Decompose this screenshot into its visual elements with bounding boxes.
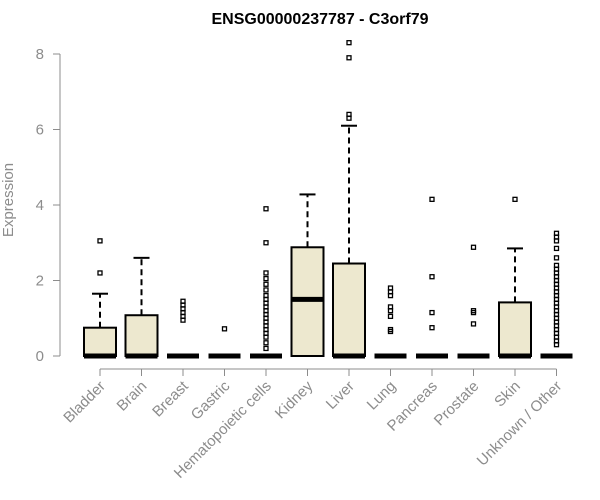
x-category-label: Lung: [364, 378, 400, 414]
outlier-point: [97, 270, 103, 276]
box-body: [83, 326, 117, 357]
outlier-point: [553, 262, 560, 269]
outlier-point: [470, 308, 477, 314]
outlier-point: [221, 326, 228, 332]
box-4: [250, 206, 282, 359]
box-body: [332, 262, 366, 358]
outlier-point: [346, 55, 352, 61]
plot-area: [83, 40, 573, 359]
outlier-point: [263, 270, 269, 276]
outlier-point: [429, 274, 435, 280]
x-category-label: Breast: [149, 377, 192, 420]
chart-title: ENSG00000237787 - C3orf79: [211, 11, 428, 28]
box-0: [83, 238, 117, 359]
outlier-point: [346, 40, 352, 46]
outlier-point: [263, 281, 269, 287]
outlier-point: [387, 285, 394, 291]
outlier-point: [429, 325, 435, 331]
outlier-point: [346, 111, 352, 118]
outlier-point: [263, 340, 269, 346]
outlier-point: [387, 326, 394, 333]
outlier-point: [263, 275, 269, 282]
box-10: [498, 196, 532, 359]
outlier-point: [97, 238, 103, 244]
box-8: [416, 196, 448, 359]
x-category-label: Brain: [114, 378, 151, 415]
x-category-label: Liver: [323, 378, 358, 413]
y-tick-label: 0: [36, 348, 44, 365]
outlier-point: [429, 196, 435, 202]
outlier-point: [429, 309, 435, 316]
outlier-point: [387, 313, 394, 320]
box-body: [124, 314, 159, 358]
outlier-point: [263, 287, 269, 293]
outlier-point: [387, 304, 394, 310]
box-11: [540, 230, 573, 359]
outlier-point: [512, 196, 518, 202]
outlier-point: [180, 298, 186, 304]
box-7: [374, 285, 407, 359]
outlier-point: [263, 345, 269, 352]
y-tick-label: 6: [36, 122, 44, 139]
box-2: [167, 298, 199, 359]
outlier-point: [263, 292, 269, 299]
outlier-point: [553, 230, 560, 236]
box-3: [208, 326, 241, 359]
box-9: [457, 244, 490, 359]
outlier-point: [470, 244, 477, 250]
box-body: [498, 301, 532, 357]
outlier-point: [263, 240, 269, 246]
box-5: [290, 193, 325, 357]
x-category-label: Bladder: [60, 378, 109, 427]
y-tick-label: 8: [36, 46, 44, 63]
x-category-label: Prostate: [431, 378, 483, 430]
box-6: [332, 40, 366, 359]
y-tick-label: 2: [36, 273, 44, 290]
box-1: [124, 256, 159, 359]
x-category-label: Skin: [491, 378, 524, 411]
outlier-point: [553, 245, 560, 252]
outlier-point: [470, 321, 477, 327]
y-tick-label: 4: [36, 197, 44, 214]
outlier-point: [553, 255, 560, 261]
y-axis: 0 2 4 6 8: [36, 46, 61, 365]
outlier-point: [263, 206, 269, 212]
y-axis-label: Expression: [0, 163, 17, 237]
x-category-label: Kidney: [272, 377, 317, 422]
